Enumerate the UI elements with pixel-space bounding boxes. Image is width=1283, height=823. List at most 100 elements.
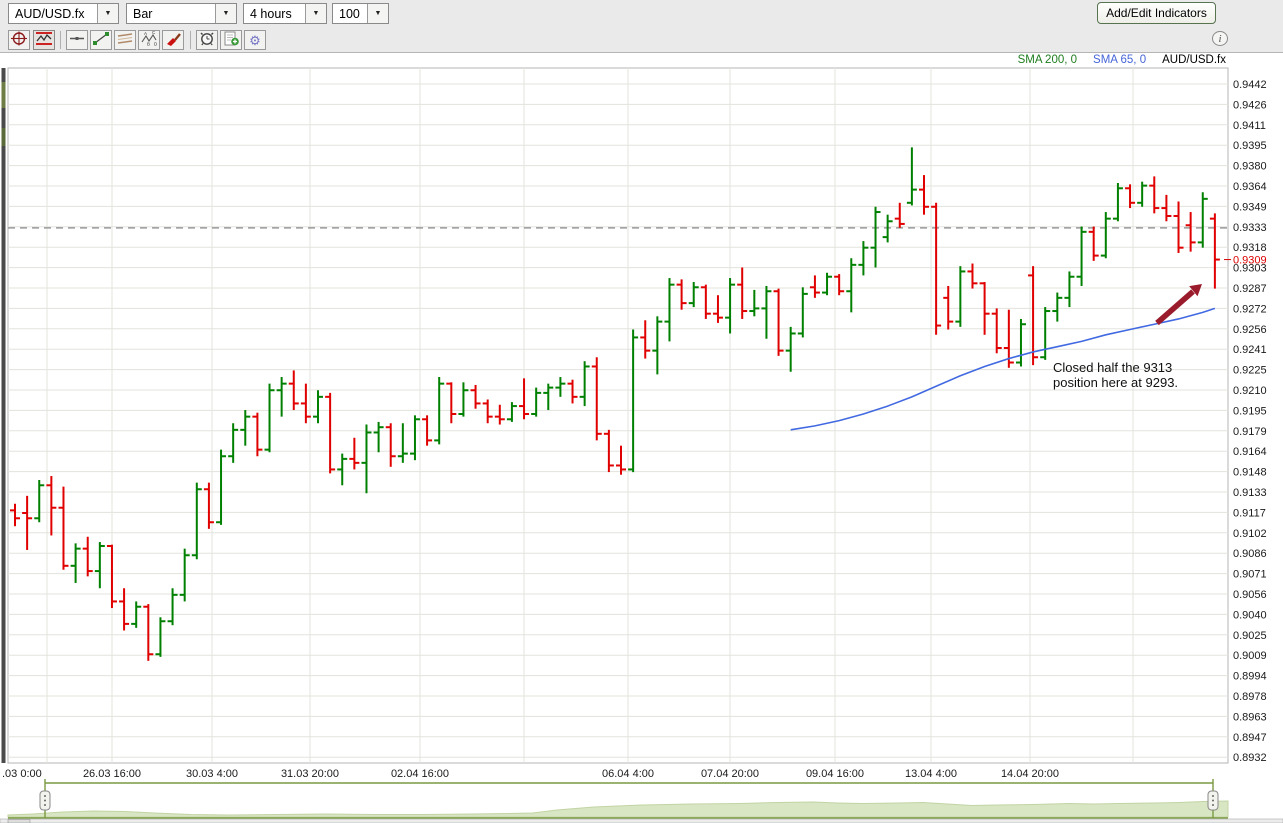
ohlc-bar bbox=[700, 284, 711, 319]
brush-tool-button[interactable] bbox=[162, 30, 184, 50]
svg-text:0.9309: 0.9309 bbox=[1233, 255, 1267, 267]
ohlc-bar bbox=[1149, 176, 1160, 214]
new-note-button[interactable] bbox=[220, 30, 242, 50]
ohlc-bar bbox=[555, 377, 566, 397]
svg-text:0.9442: 0.9442 bbox=[1233, 79, 1267, 91]
parallel-lines-tool-button[interactable] bbox=[114, 30, 136, 50]
crosshair-tool-button[interactable] bbox=[8, 30, 30, 50]
annotation-arrow-icon[interactable] bbox=[1155, 284, 1202, 326]
svg-text:0.8978: 0.8978 bbox=[1233, 691, 1267, 703]
period-dropdown[interactable]: 4 hours ▼ bbox=[243, 3, 327, 24]
ohlc-bar bbox=[967, 263, 978, 289]
legend-symbol: AUD/USD.fx bbox=[1162, 54, 1226, 66]
ohlc-bar bbox=[1125, 184, 1136, 209]
ohlc-bar bbox=[809, 275, 820, 298]
bars-count-dropdown[interactable]: 100 ▼ bbox=[332, 3, 389, 24]
ohlc-bar bbox=[931, 202, 942, 335]
chevron-down-icon[interactable]: ▼ bbox=[305, 4, 326, 23]
ohlc-bar bbox=[361, 424, 372, 494]
add-edit-indicators-button[interactable]: Add/Edit Indicators bbox=[1097, 2, 1216, 24]
ohlc-bar bbox=[240, 410, 251, 446]
chevron-down-icon[interactable]: ▼ bbox=[367, 4, 388, 23]
document-plus-icon bbox=[222, 31, 240, 49]
svg-text:0.9009: 0.9009 bbox=[1233, 650, 1267, 662]
navigator-area[interactable] bbox=[7, 800, 1229, 818]
ohlc-bar bbox=[203, 482, 214, 529]
chart-type-dropdown[interactable]: Bar ▼ bbox=[126, 3, 237, 24]
ohlc-bar bbox=[422, 415, 433, 446]
symbol-dropdown-value: AUD/USD.fx bbox=[15, 6, 85, 21]
ohlc-bar bbox=[70, 543, 81, 583]
plot-area[interactable] bbox=[7, 67, 1229, 764]
alarm-button[interactable] bbox=[196, 30, 218, 50]
svg-text:0.8994: 0.8994 bbox=[1233, 671, 1267, 683]
ohlc-bar bbox=[712, 295, 723, 323]
svg-text:0.9287: 0.9287 bbox=[1233, 283, 1267, 295]
legend-sma200[interactable]: SMA 200, 0 bbox=[1017, 54, 1078, 66]
svg-text:0.9364: 0.9364 bbox=[1233, 181, 1267, 193]
ohlc-bar bbox=[46, 476, 57, 536]
annotation-text[interactable]: Closed half the 9313 position here at 92… bbox=[1053, 360, 1213, 391]
svg-text:0.9426: 0.9426 bbox=[1233, 99, 1267, 111]
ohlc-bar bbox=[131, 601, 142, 628]
ohlc-bar bbox=[446, 382, 457, 424]
svg-text:0.9133: 0.9133 bbox=[1233, 487, 1267, 499]
svg-text:0.9195: 0.9195 bbox=[1233, 405, 1267, 417]
chart-mode-button[interactable] bbox=[33, 30, 55, 50]
ohlc-bar bbox=[22, 495, 33, 550]
ohlc-bars bbox=[10, 147, 1220, 661]
svg-text:0.9179: 0.9179 bbox=[1233, 426, 1267, 438]
horizontal-line-tool-button[interactable] bbox=[66, 30, 88, 50]
svg-text:0.9071: 0.9071 bbox=[1233, 569, 1267, 581]
ohlc-bar bbox=[858, 241, 869, 276]
trend-line-icon bbox=[92, 31, 110, 49]
ohlc-bar bbox=[603, 429, 614, 473]
x-axis-labels: .03 0:00 26.03 16:00 30.03 4:00 31.03 20:00… bbox=[2, 768, 1059, 780]
chevron-down-icon[interactable]: ▼ bbox=[97, 4, 118, 23]
ohlc-bar bbox=[1112, 183, 1123, 222]
horizontal-line-icon bbox=[68, 31, 86, 49]
top-toolbar: AUD/USD.fx ▼ Bar ▼ 4 hours ▼ 100 ▼ Add/E… bbox=[0, 0, 1283, 29]
ohlc-bar bbox=[300, 383, 311, 424]
ohlc-bar bbox=[1088, 226, 1099, 261]
ohlc-bar bbox=[470, 384, 481, 409]
ohlc-bar bbox=[1015, 318, 1026, 367]
ohlc-bar bbox=[991, 308, 1002, 354]
svg-text:30.03 4:00: 30.03 4:00 bbox=[186, 768, 238, 780]
navigator-right-handle[interactable] bbox=[1207, 779, 1219, 818]
navigator-left-handle[interactable] bbox=[39, 779, 51, 818]
info-icon[interactable]: i bbox=[1212, 31, 1228, 46]
ohlc-bar bbox=[725, 278, 736, 334]
wave-chart-icon bbox=[35, 31, 53, 49]
ohlc-bar bbox=[94, 542, 105, 589]
ohlc-bar bbox=[179, 548, 190, 602]
svg-text:0.9318: 0.9318 bbox=[1233, 242, 1267, 254]
navigator[interactable] bbox=[7, 779, 1229, 819]
ohlc-bar bbox=[325, 392, 336, 474]
svg-text:0.9164: 0.9164 bbox=[1233, 446, 1267, 458]
chart-type-dropdown-value: Bar bbox=[133, 6, 153, 21]
trend-line-tool-button[interactable] bbox=[90, 30, 112, 50]
ohlc-bar bbox=[797, 287, 808, 338]
chevron-down-icon[interactable]: ▼ bbox=[215, 4, 236, 23]
svg-text:07.04 20:00: 07.04 20:00 bbox=[701, 768, 759, 780]
symbol-dropdown[interactable]: AUD/USD.fx ▼ bbox=[8, 3, 119, 24]
ohlc-bar bbox=[664, 278, 675, 342]
ohlc-bar bbox=[579, 361, 590, 407]
legend-sma65[interactable]: SMA 65, 0 bbox=[1093, 54, 1147, 66]
settings-button[interactable]: ⚙ bbox=[244, 30, 266, 50]
bars-count-dropdown-value: 100 bbox=[339, 6, 360, 21]
y-axis-labels: 0.9442 0.9426 0.9411 0.9395 0.9380 0.9364 0.93… bbox=[1233, 79, 1267, 764]
ohlc-bar bbox=[458, 382, 469, 417]
gear-icon: ⚙ bbox=[249, 32, 261, 48]
svg-text:0.9272: 0.9272 bbox=[1233, 303, 1267, 315]
ohlc-bar bbox=[749, 289, 760, 317]
svg-text:0.9256: 0.9256 bbox=[1233, 324, 1267, 336]
sma65-line[interactable] bbox=[790, 307, 1216, 431]
ohlc-bar bbox=[870, 206, 881, 268]
ohlc-bar bbox=[676, 279, 687, 310]
ohlc-bar bbox=[906, 147, 917, 206]
toolbar-separator bbox=[60, 31, 61, 49]
